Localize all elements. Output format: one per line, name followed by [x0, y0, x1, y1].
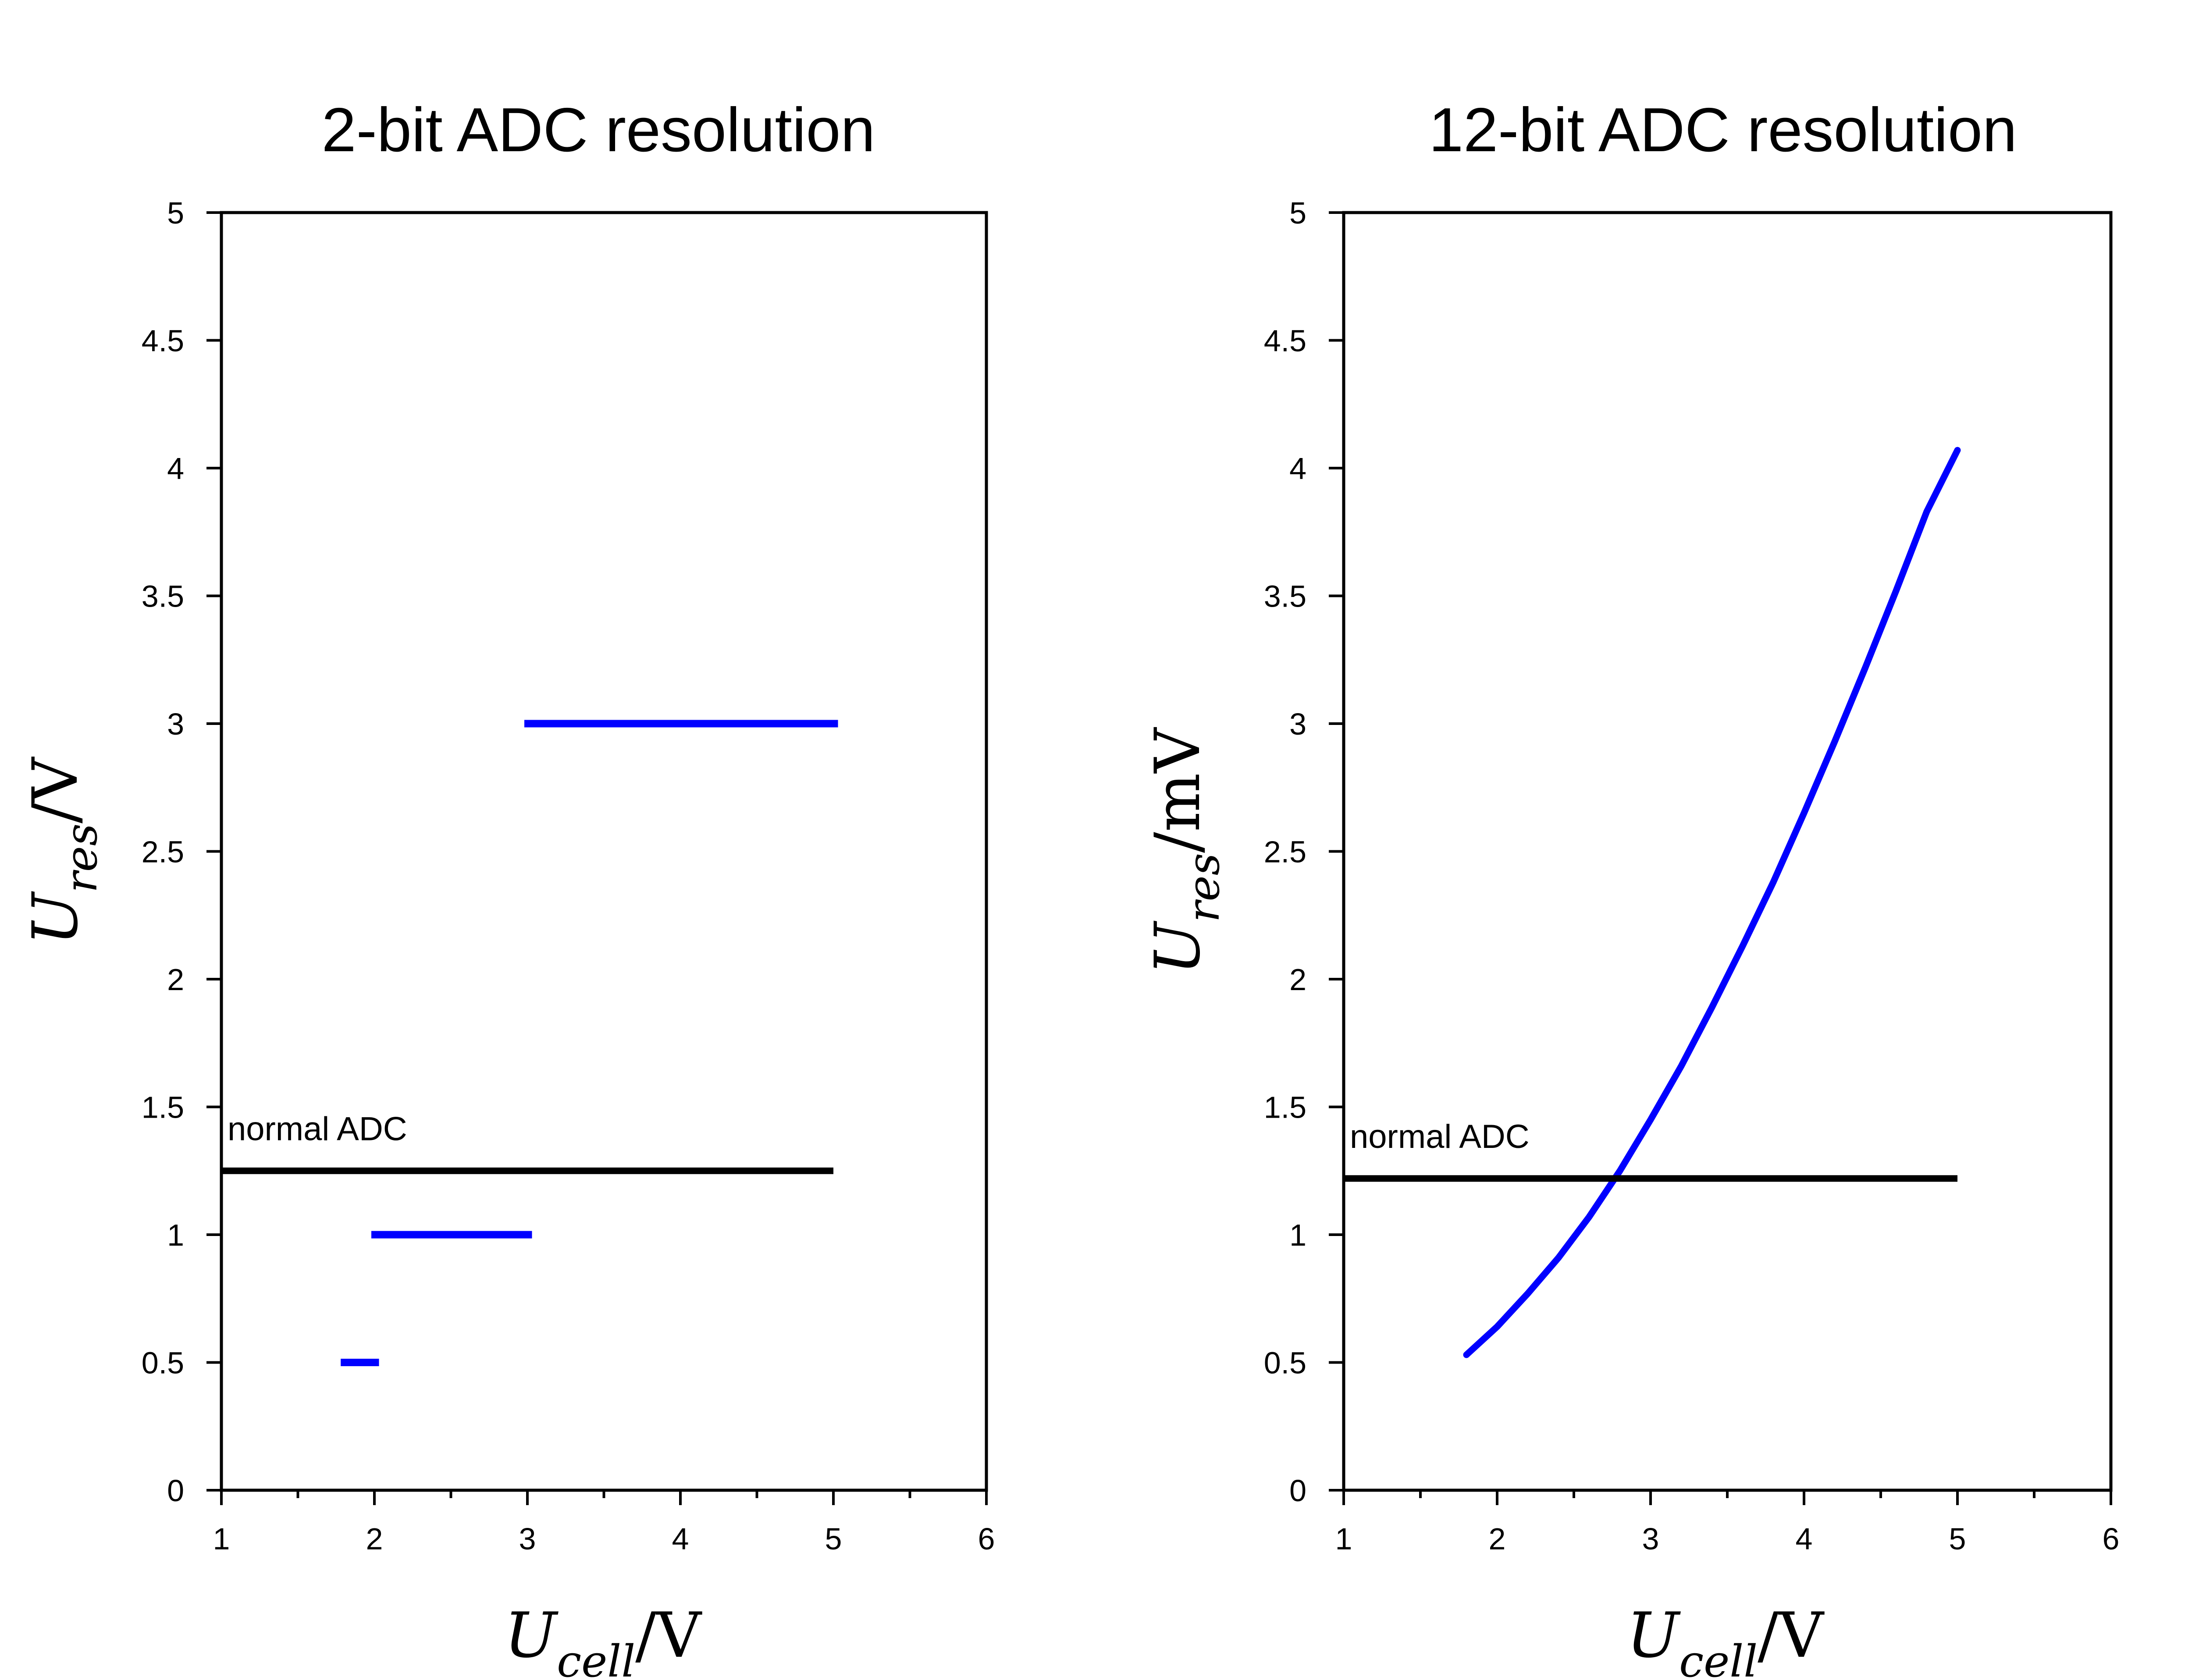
y-tick-label: 5 [167, 196, 184, 230]
y-tick-label: 4 [1289, 451, 1306, 486]
x-axis-label: Ucell/V [504, 1599, 702, 1680]
y-tick-label: 3 [167, 707, 184, 741]
x-tick-label: 3 [519, 1522, 536, 1556]
chart-panel-2: 12-bit ADC resolution 1 2 3 4 5 6 0 0.5 1 1.5 2 2.5 3… [1142, 95, 2119, 1680]
x-tick-label: 6 [978, 1522, 995, 1556]
x-tick-label: 1 [213, 1522, 230, 1556]
chart-title: 2-bit ADC resolution [322, 95, 875, 165]
y-tick-label: 3.5 [1264, 579, 1306, 614]
x-tick-label: 6 [2103, 1522, 2120, 1556]
y-tick-label: 4.5 [142, 324, 184, 358]
normal-adc-annotation: normal ADC [228, 1110, 407, 1147]
y-tick-label: 5 [1289, 196, 1306, 230]
x-tick-label: 2 [366, 1522, 383, 1556]
x-tick-label: 1 [1335, 1522, 1352, 1556]
chart-title: 12-bit ADC resolution [1429, 95, 2017, 165]
y-tick-label: 0.5 [1264, 1346, 1306, 1380]
x-tick-label: 2 [1489, 1522, 1506, 1556]
x-tick-label: 5 [825, 1522, 842, 1556]
y-axis-label: Ures/V [19, 757, 107, 945]
y-tick-label: 4 [167, 451, 184, 486]
x-tick-label: 4 [1796, 1522, 1813, 1556]
x-axis-label: Ucell/V [1626, 1599, 1825, 1680]
y-tick-label: 2.5 [1264, 835, 1306, 869]
y-tick-label: 2 [1289, 963, 1306, 997]
series-12-bit-curve [1463, 447, 1961, 1358]
y-tick-label: 0.5 [142, 1346, 184, 1380]
chart-panel-1: 2-bit ADC resolution 1 2 3 4 5 6 0 0.5 1 1.5 2 2.5 3 3… [19, 95, 995, 1680]
y-tick-label: 0 [167, 1474, 184, 1508]
y-axis-label: Ures/mV [1142, 727, 1229, 975]
y-tick-label: 1.5 [142, 1090, 184, 1125]
y-tick-label: 2 [167, 963, 184, 997]
y-tick-label: 3 [1289, 707, 1306, 741]
plot-frame [1342, 211, 2113, 1492]
y-tick-label: 1 [1289, 1218, 1306, 1252]
y-tick-label: 2.5 [142, 835, 184, 869]
y-tick-label: 3.5 [142, 579, 184, 614]
x-tick-label: 3 [1642, 1522, 1659, 1556]
y-tick-label: 1.5 [1264, 1090, 1306, 1125]
x-tick-label: 5 [1949, 1522, 1966, 1556]
y-tick-label: 0 [1289, 1474, 1306, 1508]
plot-frame [220, 211, 988, 1492]
normal-adc-annotation: normal ADC [1350, 1118, 1530, 1155]
y-tick-label: 4.5 [1264, 324, 1306, 358]
y-tick-label: 1 [167, 1218, 184, 1252]
x-tick-label: 4 [672, 1522, 689, 1556]
